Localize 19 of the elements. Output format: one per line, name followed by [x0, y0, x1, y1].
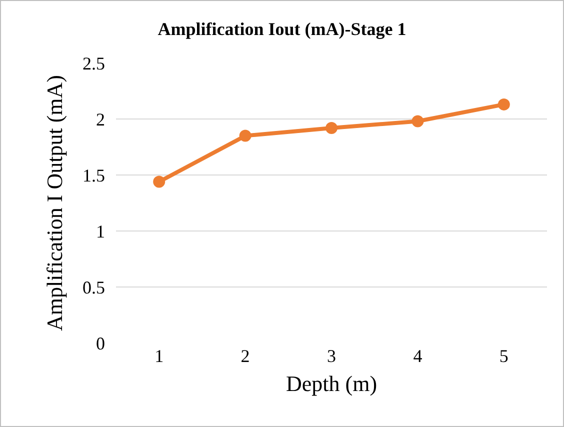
- y-tick-label: 1: [96, 221, 105, 242]
- y-tick-label: 2.5: [82, 53, 105, 74]
- x-tick-label: 3: [327, 346, 336, 366]
- y-axis-title: Amplification I Output (mA): [42, 74, 67, 332]
- y-tick-label: 0: [96, 333, 105, 354]
- point: [498, 98, 510, 110]
- y-tick-label: 0.5: [82, 277, 105, 298]
- x-axis-title: Depth (m): [286, 370, 378, 396]
- point: [412, 115, 424, 128]
- x-tick-label: 1: [154, 346, 164, 366]
- point: [239, 130, 252, 142]
- x-tick-label: 4: [413, 346, 422, 366]
- chart-title: Amplification Iout (mA)-Stage 1: [158, 18, 406, 39]
- point: [153, 176, 166, 188]
- point: [326, 122, 338, 134]
- y-tick-label: 1.5: [82, 165, 105, 186]
- x-tick-label: 5: [499, 346, 508, 366]
- y-tick-label: 2: [96, 109, 105, 130]
- x-tick-label: 2: [240, 346, 250, 366]
